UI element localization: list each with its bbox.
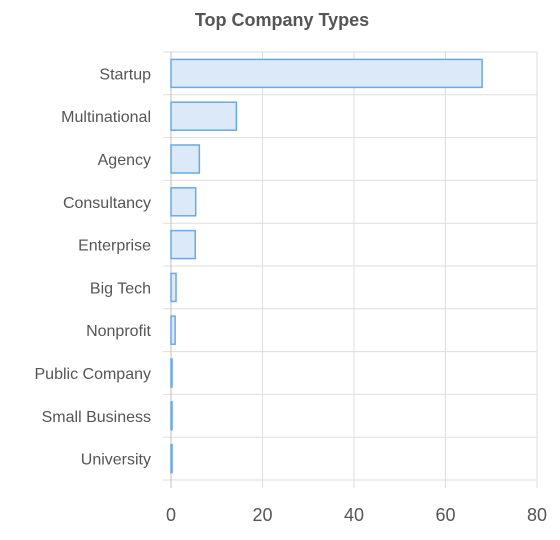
x-tick-label: 60 (435, 505, 455, 525)
x-tick-label: 0 (166, 505, 176, 525)
bar-agency (170, 144, 201, 174)
bar-multinational (170, 101, 238, 131)
bar-enterprise (170, 229, 196, 260)
category-label: University (81, 452, 151, 469)
category-label: Public Company (35, 366, 152, 383)
category-label: Startup (99, 66, 151, 83)
category-label: Enterprise (78, 238, 151, 255)
x-tick-label: 40 (344, 505, 364, 525)
category-label: Agency (98, 152, 151, 169)
bar-startup (170, 58, 483, 89)
bar-university (170, 443, 173, 474)
bar-small-business (170, 401, 173, 431)
bar-consultancy (170, 187, 197, 217)
bar-big-tech (170, 272, 177, 303)
chart-title: Top Company Types (194, 10, 370, 30)
x-tick-label: 80 (527, 505, 547, 525)
category-label: Small Business (42, 409, 151, 426)
bar-nonprofit (170, 315, 176, 345)
category-label: Big Tech (90, 280, 151, 297)
category-label: Nonprofit (86, 323, 151, 340)
category-label: Multinational (61, 109, 151, 126)
bar-public-company (170, 358, 173, 388)
category-label: Consultancy (63, 195, 151, 212)
x-tick-label: 20 (252, 505, 272, 525)
